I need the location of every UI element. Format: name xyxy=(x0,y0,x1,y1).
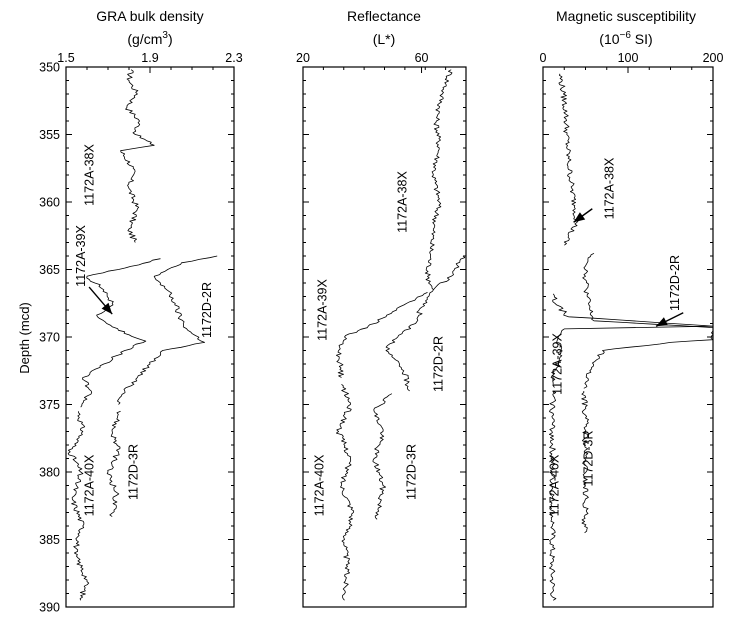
gra-series-1172d-3r xyxy=(106,410,121,517)
ms-title: Magnetic susceptibility xyxy=(556,8,696,24)
gra-series-1172a-39x xyxy=(80,258,161,408)
reflectance-series-1172d-3r xyxy=(372,393,393,520)
reflectance-series-1172a-39x xyxy=(336,292,428,378)
ms-series-1172a-40x xyxy=(549,390,557,601)
panel-reflectance: Reflectance (L*) xyxy=(347,8,421,47)
reflectance-series-1172a-40x xyxy=(336,383,355,601)
panel-gra-bulk-density: GRA bulk density (g/cm3) xyxy=(96,8,203,47)
ms-series-1172a-38x xyxy=(558,73,579,246)
ms-x-tick-label: 200 xyxy=(703,51,724,65)
gra-series-1172a-40x xyxy=(67,411,90,601)
ms-label-1172a-40x: 1172A-40X xyxy=(547,454,561,516)
ms-plot-frame xyxy=(542,66,714,608)
gra-label-1172a-40x: 1172A-40X xyxy=(82,454,96,516)
reflectance-x-tick-label: 20 xyxy=(296,51,310,65)
ms-label-1172a-38x: 1172A-38X xyxy=(603,157,617,219)
gra-unit: (g/cm3) xyxy=(127,30,172,47)
gra-label-1172a-38x: 1172A-38X xyxy=(82,144,96,206)
reflectance-plot: 20 60 1172A-38X 1172A-39X 1172A-40X 1172D-2R 1… xyxy=(296,51,467,608)
gra-title: GRA bulk density xyxy=(96,8,203,24)
ms-series-1172d-3r xyxy=(581,391,589,534)
gra-label-1172a-39x: 1172A-39X xyxy=(74,225,88,287)
reflectance-label-1172a-40x: 1172A-40X xyxy=(313,454,327,516)
ms-series-1172d-2r xyxy=(582,252,714,389)
reflectance-series-1172d-2r xyxy=(385,255,466,392)
gra-label-1172d-3r: 1172D-3R xyxy=(126,444,140,500)
ms-label-1172d-2r: 1172D-2R xyxy=(668,255,682,311)
plot-area: 1.5 1.9 2.3 350 355 360 365 370 375 380 385 390 1172… xyxy=(39,51,723,615)
y-tick-label: 350 xyxy=(39,61,60,75)
ms-unit: (10−6 SI) xyxy=(599,30,652,47)
ms-plot: 0 100 200 1172A-38X 1172A-39X 1172A-40X 1172D-… xyxy=(540,51,724,608)
ms-label-1172d-3r: 1172D-3R xyxy=(581,430,595,486)
gra-series-1172d-2r xyxy=(117,255,218,405)
reflectance-series-1172a-38x xyxy=(424,69,453,291)
reflectance-label-1172a-38x: 1172A-38X xyxy=(396,171,410,233)
gra-x-tick-label: 1.9 xyxy=(141,51,158,65)
y-tick-label: 355 xyxy=(39,128,60,142)
reflectance-label-1172a-39x: 1172A-39X xyxy=(316,279,330,341)
y-tick-label: 385 xyxy=(39,533,60,547)
ms-arrowhead xyxy=(656,317,668,327)
y-tick-label: 370 xyxy=(39,331,60,345)
gra-x-tick-label: 1.5 xyxy=(57,51,74,65)
gra-label-1172d-2r: 1172D-2R xyxy=(200,282,214,338)
gra-plot: 1.5 1.9 2.3 350 355 360 365 370 375 380 385 390 1172… xyxy=(39,51,243,615)
y-tick-label: 375 xyxy=(39,398,60,412)
y-tick-label: 360 xyxy=(39,196,60,210)
reflectance-label-1172d-3r: 1172D-3R xyxy=(405,444,419,500)
ms-x-tick-label: 0 xyxy=(540,51,547,65)
ms-label-1172a-39x: 1172A-39X xyxy=(551,333,565,395)
gra-x-tick-label: 2.3 xyxy=(225,51,242,65)
panel-magnetic-susceptibility: Magnetic susceptibility (10−6 SI) xyxy=(556,8,696,47)
reflectance-title: Reflectance xyxy=(347,8,421,24)
y-axis-title: Depth (mcd) xyxy=(17,302,32,374)
reflectance-label-1172d-2r: 1172D-2R xyxy=(431,336,445,392)
y-tick-label: 390 xyxy=(39,601,60,615)
reflectance-x-tick-label: 60 xyxy=(415,51,429,65)
y-tick-label: 365 xyxy=(39,263,60,277)
gra-series-1172a-38x xyxy=(120,69,155,243)
ms-x-tick-label: 100 xyxy=(618,51,639,65)
y-tick-label: 380 xyxy=(39,466,60,480)
reflectance-unit: (L*) xyxy=(373,31,396,47)
ms-arrowhead xyxy=(573,212,586,223)
gra-arrowhead xyxy=(101,302,113,315)
ms-series-1172a-39x xyxy=(550,293,714,385)
